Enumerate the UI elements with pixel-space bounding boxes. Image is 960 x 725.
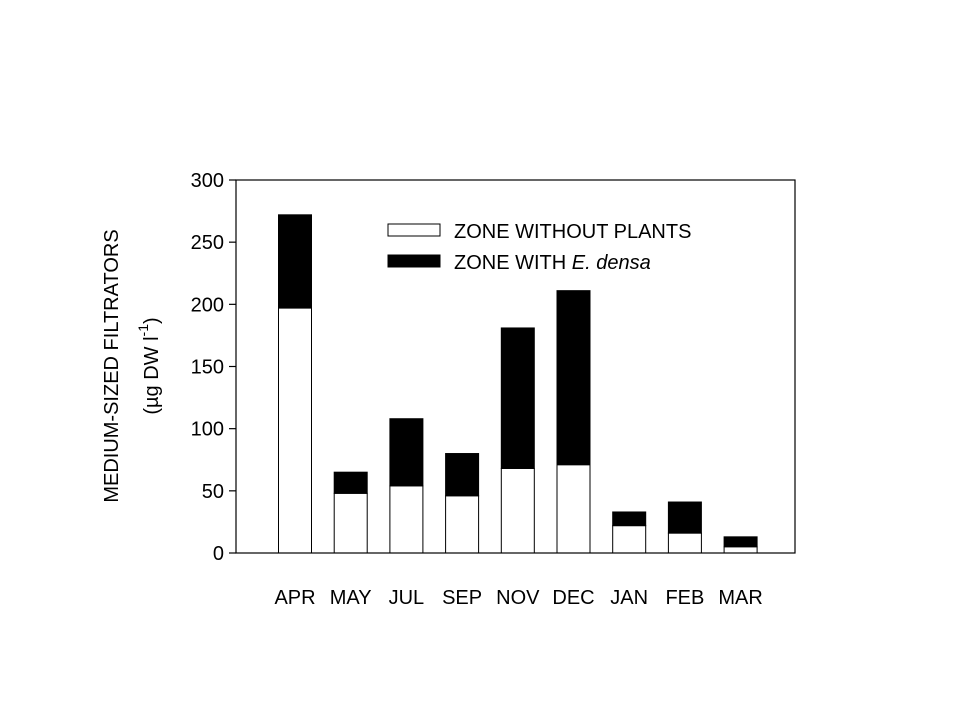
legend-label-with-edensa-plain: ZONE WITH	[454, 252, 572, 274]
y-axis-units: (µg DW l-1)	[135, 317, 163, 414]
legend-label-with-edensa: ZONE WITH E. densa	[454, 252, 651, 274]
bar-feb-without-plants	[667, 532, 702, 554]
bar-apr-without-plants	[278, 307, 312, 554]
y-axis-units-text: (µg DW l	[141, 336, 163, 414]
y-tick-label-200: 200	[191, 294, 224, 316]
legend: ZONE WITHOUT PLANTS ZONE WITH E. densa	[387, 221, 691, 274]
x-axis: APR MAY JUL SEP NOV DEC JAN FEB MAR	[274, 587, 762, 609]
bar-mar-without-plants	[723, 546, 758, 554]
y-axis-units-superscript: -1	[135, 324, 151, 337]
bar-jul-without-plants	[389, 485, 424, 554]
x-tick-label-may: MAY	[330, 587, 372, 609]
bar-apr-with-edensa	[278, 214, 312, 309]
bar-jul-with-edensa	[389, 418, 424, 487]
x-tick-label-jan: JAN	[610, 587, 648, 609]
y-tick-label-0: 0	[213, 543, 224, 565]
legend-swatch-with-edensa	[387, 254, 441, 268]
y-tick-label-100: 100	[191, 419, 224, 441]
x-tick-label-dec: DEC	[552, 587, 594, 609]
x-tick-label-feb: FEB	[665, 587, 704, 609]
bar-may-with-edensa	[333, 471, 368, 494]
bar-nov-with-edensa	[500, 327, 535, 469]
x-tick-label-nov: NOV	[496, 587, 540, 609]
y-axis-title-line1: MEDIUM-SIZED FILTRATORS	[101, 229, 123, 502]
y-axis: 0 50 100 150 200 250 300	[191, 170, 236, 565]
legend-label-with-edensa-italic: E. densa	[572, 252, 651, 274]
bars-group	[278, 214, 758, 554]
y-axis-title: MEDIUM-SIZED FILTRATORS	[101, 229, 123, 502]
bar-dec-without-plants	[556, 464, 591, 554]
bar-dec-with-edensa	[556, 290, 591, 466]
bar-jan-with-edensa	[612, 511, 647, 527]
bar-feb-with-edensa	[667, 501, 702, 534]
y-tick-label-300: 300	[191, 170, 224, 192]
x-tick-label-sep: SEP	[442, 587, 482, 609]
y-tick-label-250: 250	[191, 232, 224, 254]
bar-jan-without-plants	[612, 525, 647, 554]
legend-swatch-without-plants	[387, 223, 441, 237]
x-tick-label-apr: APR	[274, 587, 315, 609]
bar-may-without-plants	[333, 492, 368, 554]
x-tick-label-mar: MAR	[718, 587, 762, 609]
y-axis-units-close: )	[141, 317, 163, 324]
legend-label-without-plants: ZONE WITHOUT PLANTS	[454, 221, 691, 243]
bar-sep-with-edensa	[445, 453, 480, 497]
x-tick-label-jul: JUL	[389, 587, 425, 609]
y-tick-label-150: 150	[191, 357, 224, 379]
y-tick-label-50: 50	[202, 481, 224, 503]
bar-mar-with-edensa	[723, 536, 758, 548]
bar-nov-without-plants	[500, 467, 535, 554]
bar-sep-without-plants	[445, 495, 480, 554]
y-axis-title-line2: (µg DW l-1)	[135, 317, 163, 414]
